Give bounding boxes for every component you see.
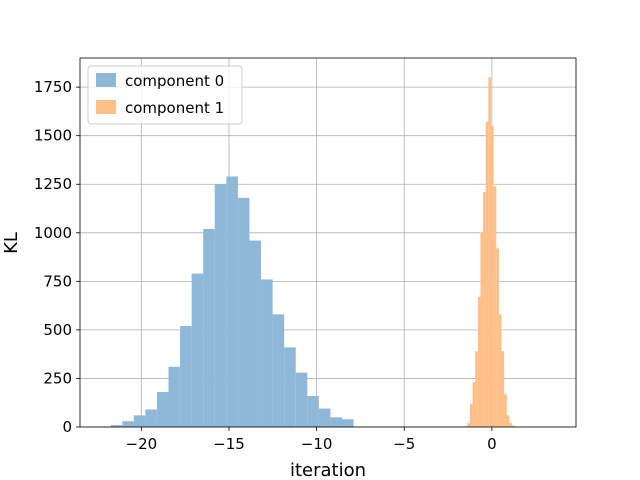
histogram-bar-component-1: [464, 426, 468, 427]
y-tick-label: 250: [43, 369, 72, 387]
legend-label-component-0: component 0: [125, 72, 224, 90]
histogram-bar-component-0: [226, 176, 238, 427]
x-tick-label: −15: [213, 435, 245, 453]
histogram-bar-component-0: [156, 392, 169, 427]
x-tick-label: −10: [301, 435, 333, 453]
y-axis-label: KL: [1, 232, 22, 254]
histogram-bar-component-1: [490, 125, 494, 427]
histogram-bar-component-0: [272, 314, 285, 427]
histogram-bar-component-1: [504, 393, 507, 427]
y-tick-label: 0: [62, 418, 72, 436]
legend-swatch-component-0: [96, 73, 116, 87]
y-tick-label: 500: [43, 321, 72, 339]
histogram-bar-component-0: [318, 408, 331, 427]
y-tick-label: 1000: [34, 224, 72, 242]
histogram-bar-component-0: [249, 240, 262, 427]
histogram-bar-component-0: [191, 273, 204, 427]
histogram-bar-component-1: [506, 415, 510, 427]
histogram-bar-component-0: [145, 409, 157, 427]
y-tick-label: 750: [43, 272, 72, 290]
histogram-bar-component-1: [472, 382, 476, 427]
histogram-bar-component-0: [237, 197, 250, 427]
histogram-bar-component-0: [214, 184, 227, 427]
plot-frame: [79, 57, 577, 428]
legend: component 0 component 1: [87, 65, 243, 125]
y-tick-label: 1250: [34, 175, 72, 193]
x-tick-label: 0: [487, 435, 497, 453]
legend-label-component-1: component 1: [125, 99, 224, 117]
y-axis-ticks: 0 250 500 750 1000 1250 1500 1750: [34, 78, 80, 436]
histogram-bar-component-0: [284, 347, 296, 427]
y-tick-label: 1750: [34, 78, 72, 96]
x-tick-label: −20: [126, 435, 158, 453]
legend-box: [87, 65, 243, 125]
histogram-bar-component-1: [483, 192, 486, 427]
histogram-bar-component-0: [330, 417, 343, 427]
histogram-bar-component-0: [180, 326, 192, 427]
histogram-bar-component-1: [496, 248, 499, 427]
histogram-bar-component-1: [477, 296, 481, 427]
histogram-bar-component-1: [512, 425, 515, 427]
histogram-bar-component-0: [261, 279, 273, 427]
histogram-bar-component-1: [488, 77, 491, 427]
histogram-bar-component-1: [493, 186, 497, 427]
x-tick-label: −5: [393, 435, 415, 453]
histogram-bar-component-1: [498, 314, 502, 427]
histogram-bar-component-0: [342, 419, 354, 427]
histogram-bar-component-1: [501, 351, 505, 427]
histogram-bar-component-1: [475, 351, 478, 427]
histogram-bar-component-1: [480, 232, 484, 427]
histogram-bar-component-1: [509, 423, 513, 427]
histogram-bar-component-0: [122, 421, 134, 427]
y-tick-label: 1500: [34, 127, 72, 145]
histogram-bar-component-0: [133, 415, 146, 427]
histogram-bar-component-0: [203, 228, 215, 427]
histogram-bar-component-0: [307, 395, 319, 427]
histogram-bars: [110, 77, 518, 427]
histogram-bar-component-0: [110, 425, 123, 427]
legend-swatch-component-1: [96, 100, 116, 114]
histogram-bar-component-0: [168, 366, 181, 427]
histogram-bar-component-1: [485, 122, 489, 427]
x-axis-label: iteration: [290, 460, 366, 480]
x-axis-ticks: −20 −15 −10 −5 0: [126, 427, 497, 453]
histogram-bar-component-0: [295, 372, 308, 427]
histogram-bar-component-1: [467, 423, 470, 427]
histogram-bar-component-1: [469, 403, 473, 427]
